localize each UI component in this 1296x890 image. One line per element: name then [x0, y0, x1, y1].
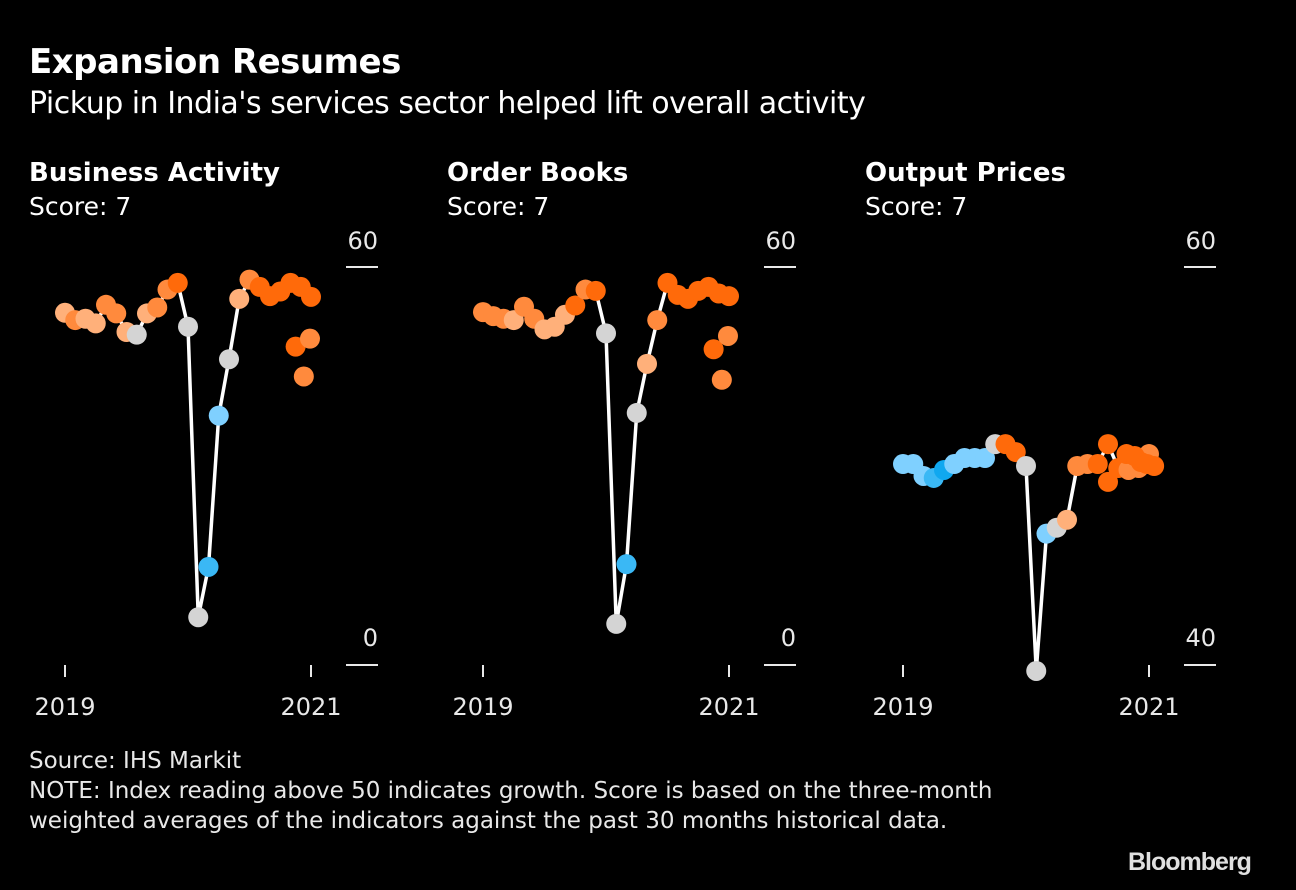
- data-point: [596, 323, 616, 344]
- data-point: [1098, 471, 1118, 492]
- data-point: [975, 448, 995, 469]
- data-point: [85, 313, 106, 334]
- data-point: [301, 286, 321, 307]
- data-point: [167, 272, 188, 293]
- panel-title-output-prices: Output Prices: [865, 158, 1066, 188]
- data-point: [178, 316, 198, 337]
- data-point: [147, 297, 168, 318]
- data-point: [198, 556, 219, 577]
- panel-title-order-books: Order Books: [447, 158, 629, 188]
- footer: Source: IHS Markit NOTE: Index reading a…: [29, 746, 1039, 836]
- x-tick-label: 2021: [1118, 693, 1179, 721]
- data-point: [585, 280, 606, 301]
- data-point: [219, 349, 239, 370]
- data-point: [229, 288, 250, 309]
- x-tick-label: 2019: [872, 693, 933, 721]
- data-point: [717, 325, 738, 346]
- panel-score-output-prices: Score: 7: [865, 192, 968, 221]
- data-point: [606, 613, 627, 634]
- y-tick-label-top: 60: [347, 227, 378, 255]
- methodology-note: NOTE: Index reading above 50 indicates g…: [29, 778, 993, 834]
- x-tick-label: 2021: [280, 693, 341, 721]
- x-tick-label: 2021: [698, 693, 759, 721]
- data-point: [1016, 456, 1036, 476]
- data-point: [1005, 442, 1026, 463]
- y-tick-label-top: 60: [1185, 227, 1216, 255]
- data-point: [1057, 509, 1077, 530]
- bloomberg-logo: Bloomberg: [1128, 848, 1252, 876]
- chart-subtitle: Pickup in India's services sector helped…: [29, 86, 866, 121]
- data-point: [1026, 660, 1047, 681]
- y-tick-label-bottom: 0: [363, 624, 378, 652]
- data-point: [637, 353, 657, 374]
- y-tick-label-bottom: 40: [1185, 624, 1216, 652]
- y-tick-label-bottom: 0: [781, 624, 796, 652]
- data-point: [126, 324, 147, 345]
- data-point: [616, 554, 637, 575]
- data-point: [565, 295, 586, 316]
- data-point: [647, 310, 668, 331]
- data-point: [188, 607, 209, 628]
- data-point: [711, 369, 732, 390]
- data-point: [626, 402, 647, 423]
- data-point: [703, 339, 724, 360]
- small-multiples-chart: 60 0 2019 2021 60 0 2019 2021 60 40 2019 2021: [34, 227, 1216, 721]
- panel-title-business-activity: Business Activity: [29, 158, 280, 188]
- data-point: [299, 328, 320, 349]
- data-point: [106, 303, 127, 324]
- panel-score-order-books: Score: 7: [447, 192, 550, 221]
- panel-score-business-activity: Score: 7: [29, 192, 132, 221]
- data-point: [1087, 454, 1108, 475]
- data-point: [293, 366, 314, 387]
- chart-title: Expansion Resumes: [29, 42, 401, 82]
- data-point: [719, 286, 739, 307]
- x-tick-label: 2019: [34, 693, 95, 721]
- x-tick-label: 2019: [452, 693, 513, 721]
- y-tick-label-top: 60: [765, 227, 796, 255]
- data-point: [208, 405, 229, 426]
- data-point: [1098, 434, 1118, 455]
- data-point: [1144, 456, 1165, 476]
- source-note: Source: IHS Markit: [29, 748, 242, 774]
